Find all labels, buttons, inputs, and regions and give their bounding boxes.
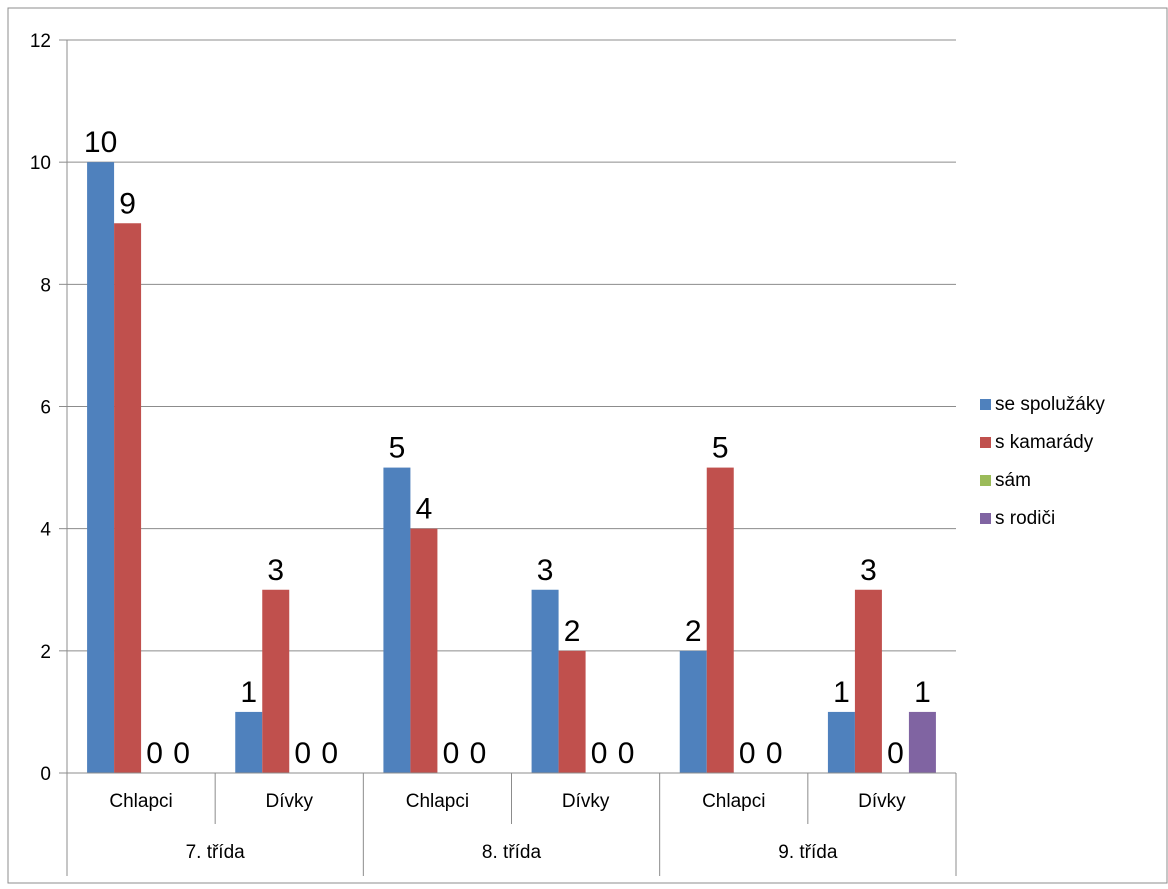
data-label: 0 bbox=[443, 737, 460, 770]
bar bbox=[854, 589, 882, 773]
x-category-label: Dívky bbox=[266, 791, 314, 812]
data-label: 0 bbox=[739, 737, 756, 770]
y-tick-label: 4 bbox=[40, 520, 51, 541]
data-label: 1 bbox=[914, 676, 931, 709]
data-label: 4 bbox=[416, 493, 433, 526]
data-label: 5 bbox=[389, 432, 406, 465]
data-label: 1 bbox=[240, 676, 257, 709]
y-tick-label: 0 bbox=[40, 764, 51, 785]
data-label: 2 bbox=[564, 615, 581, 648]
legend-label: s kamarády bbox=[995, 432, 1094, 453]
bar bbox=[114, 223, 142, 773]
x-group-label: 8. třída bbox=[482, 842, 542, 863]
data-label: 0 bbox=[294, 737, 311, 770]
y-tick-label: 6 bbox=[40, 398, 51, 419]
x-category-label: Chlapci bbox=[406, 791, 469, 812]
x-category-label: Chlapci bbox=[702, 791, 765, 812]
data-label: 0 bbox=[146, 737, 163, 770]
bar bbox=[235, 711, 263, 773]
y-tick-label: 2 bbox=[40, 642, 51, 663]
chart-border bbox=[7, 7, 1168, 884]
x-group-label: 9. třída bbox=[778, 842, 838, 863]
data-label: 1 bbox=[833, 676, 850, 709]
legend-label: s rodiči bbox=[995, 508, 1055, 529]
x-group-label: 7. třída bbox=[186, 842, 246, 863]
x-category-label: Dívky bbox=[562, 791, 610, 812]
data-label: 0 bbox=[173, 737, 190, 770]
bar bbox=[410, 528, 438, 773]
x-axis: Chlapci Dívky Chlapci Dívky Chlapci Dívky 7. t… bbox=[66, 772, 957, 876]
bar bbox=[679, 650, 707, 773]
bars bbox=[87, 162, 936, 773]
data-label: 3 bbox=[537, 554, 554, 587]
bar bbox=[262, 589, 290, 773]
legend-swatch bbox=[980, 437, 991, 448]
legend-swatch bbox=[980, 475, 991, 486]
bar bbox=[531, 589, 559, 773]
data-label: 0 bbox=[766, 737, 783, 770]
legend: se spolužáky s kamarády sám s rodiči bbox=[980, 394, 1105, 529]
data-label: 2 bbox=[685, 615, 702, 648]
bar bbox=[706, 467, 734, 773]
x-category-label: Dívky bbox=[858, 791, 906, 812]
legend-swatch bbox=[980, 513, 991, 524]
bar bbox=[558, 650, 586, 773]
data-label: 3 bbox=[267, 554, 284, 587]
legend-label: sám bbox=[995, 470, 1031, 491]
data-label: 5 bbox=[712, 432, 729, 465]
data-label: 0 bbox=[321, 737, 338, 770]
legend-label: se spolužáky bbox=[995, 394, 1105, 415]
y-tick-label: 8 bbox=[40, 275, 51, 296]
data-label: 0 bbox=[470, 737, 487, 770]
bar bbox=[383, 467, 411, 773]
bar bbox=[87, 162, 115, 773]
data-label: 10 bbox=[84, 126, 117, 159]
y-axis-ticks: 0 2 4 6 8 10 12 bbox=[30, 31, 68, 785]
y-tick-label: 10 bbox=[30, 153, 51, 174]
data-label: 0 bbox=[618, 737, 635, 770]
legend-swatch bbox=[980, 399, 991, 410]
data-label: 3 bbox=[860, 554, 877, 587]
y-tick-label: 12 bbox=[30, 31, 51, 52]
bar bbox=[827, 711, 855, 773]
data-label: 0 bbox=[591, 737, 608, 770]
x-category-label: Chlapci bbox=[109, 791, 172, 812]
bar bbox=[908, 711, 936, 773]
data-label: 9 bbox=[119, 187, 136, 220]
data-label: 0 bbox=[887, 737, 904, 770]
